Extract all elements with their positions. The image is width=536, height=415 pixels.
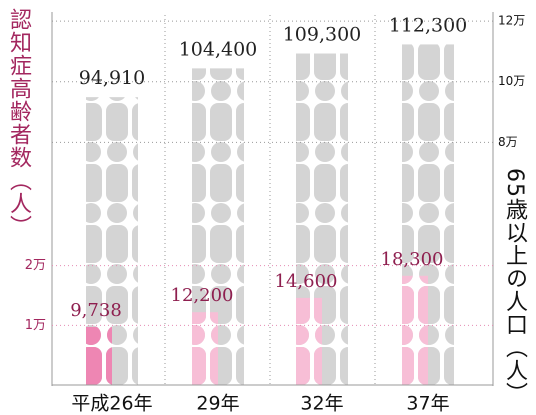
value-label: 14,600 (275, 271, 338, 292)
value-label: 109,300 (283, 24, 362, 46)
y2-tick-label: 10万 (498, 74, 525, 88)
chart: 94,910 104,400 109,300 112,300 9,738 12,200 14… (0, 0, 536, 415)
pictogram-bar (192, 312, 218, 385)
pictogram-bar (86, 327, 112, 385)
value-label: 12,200 (171, 285, 234, 306)
pictogram-bar (296, 298, 322, 385)
y2-tick-label: 8万 (498, 135, 518, 149)
y2-tick-label: 12万 (498, 14, 525, 28)
value-label: 94,910 (79, 67, 145, 89)
x-tick-label: 平成26年 (71, 393, 152, 415)
x-tick-label: 29年 (196, 393, 239, 415)
page: 94,910 104,400 109,300 112,300 9,738 12,200 14… (0, 0, 536, 415)
value-label: 104,400 (179, 38, 258, 60)
value-label: 9,738 (70, 300, 122, 321)
y2-axis-title: 65歳以上の人口（人） (502, 168, 526, 405)
x-tick-label: 37年 (406, 393, 449, 415)
y-axis-title: 認知症高齢者数（人） (6, 8, 30, 238)
value-label: 112,300 (389, 14, 468, 36)
y-tick-label: 1万 (25, 318, 46, 333)
y-tick-label: 2万 (25, 258, 46, 273)
pictogram-bar (402, 276, 428, 385)
value-label: 18,300 (381, 249, 444, 270)
x-tick-label: 32年 (300, 393, 343, 415)
